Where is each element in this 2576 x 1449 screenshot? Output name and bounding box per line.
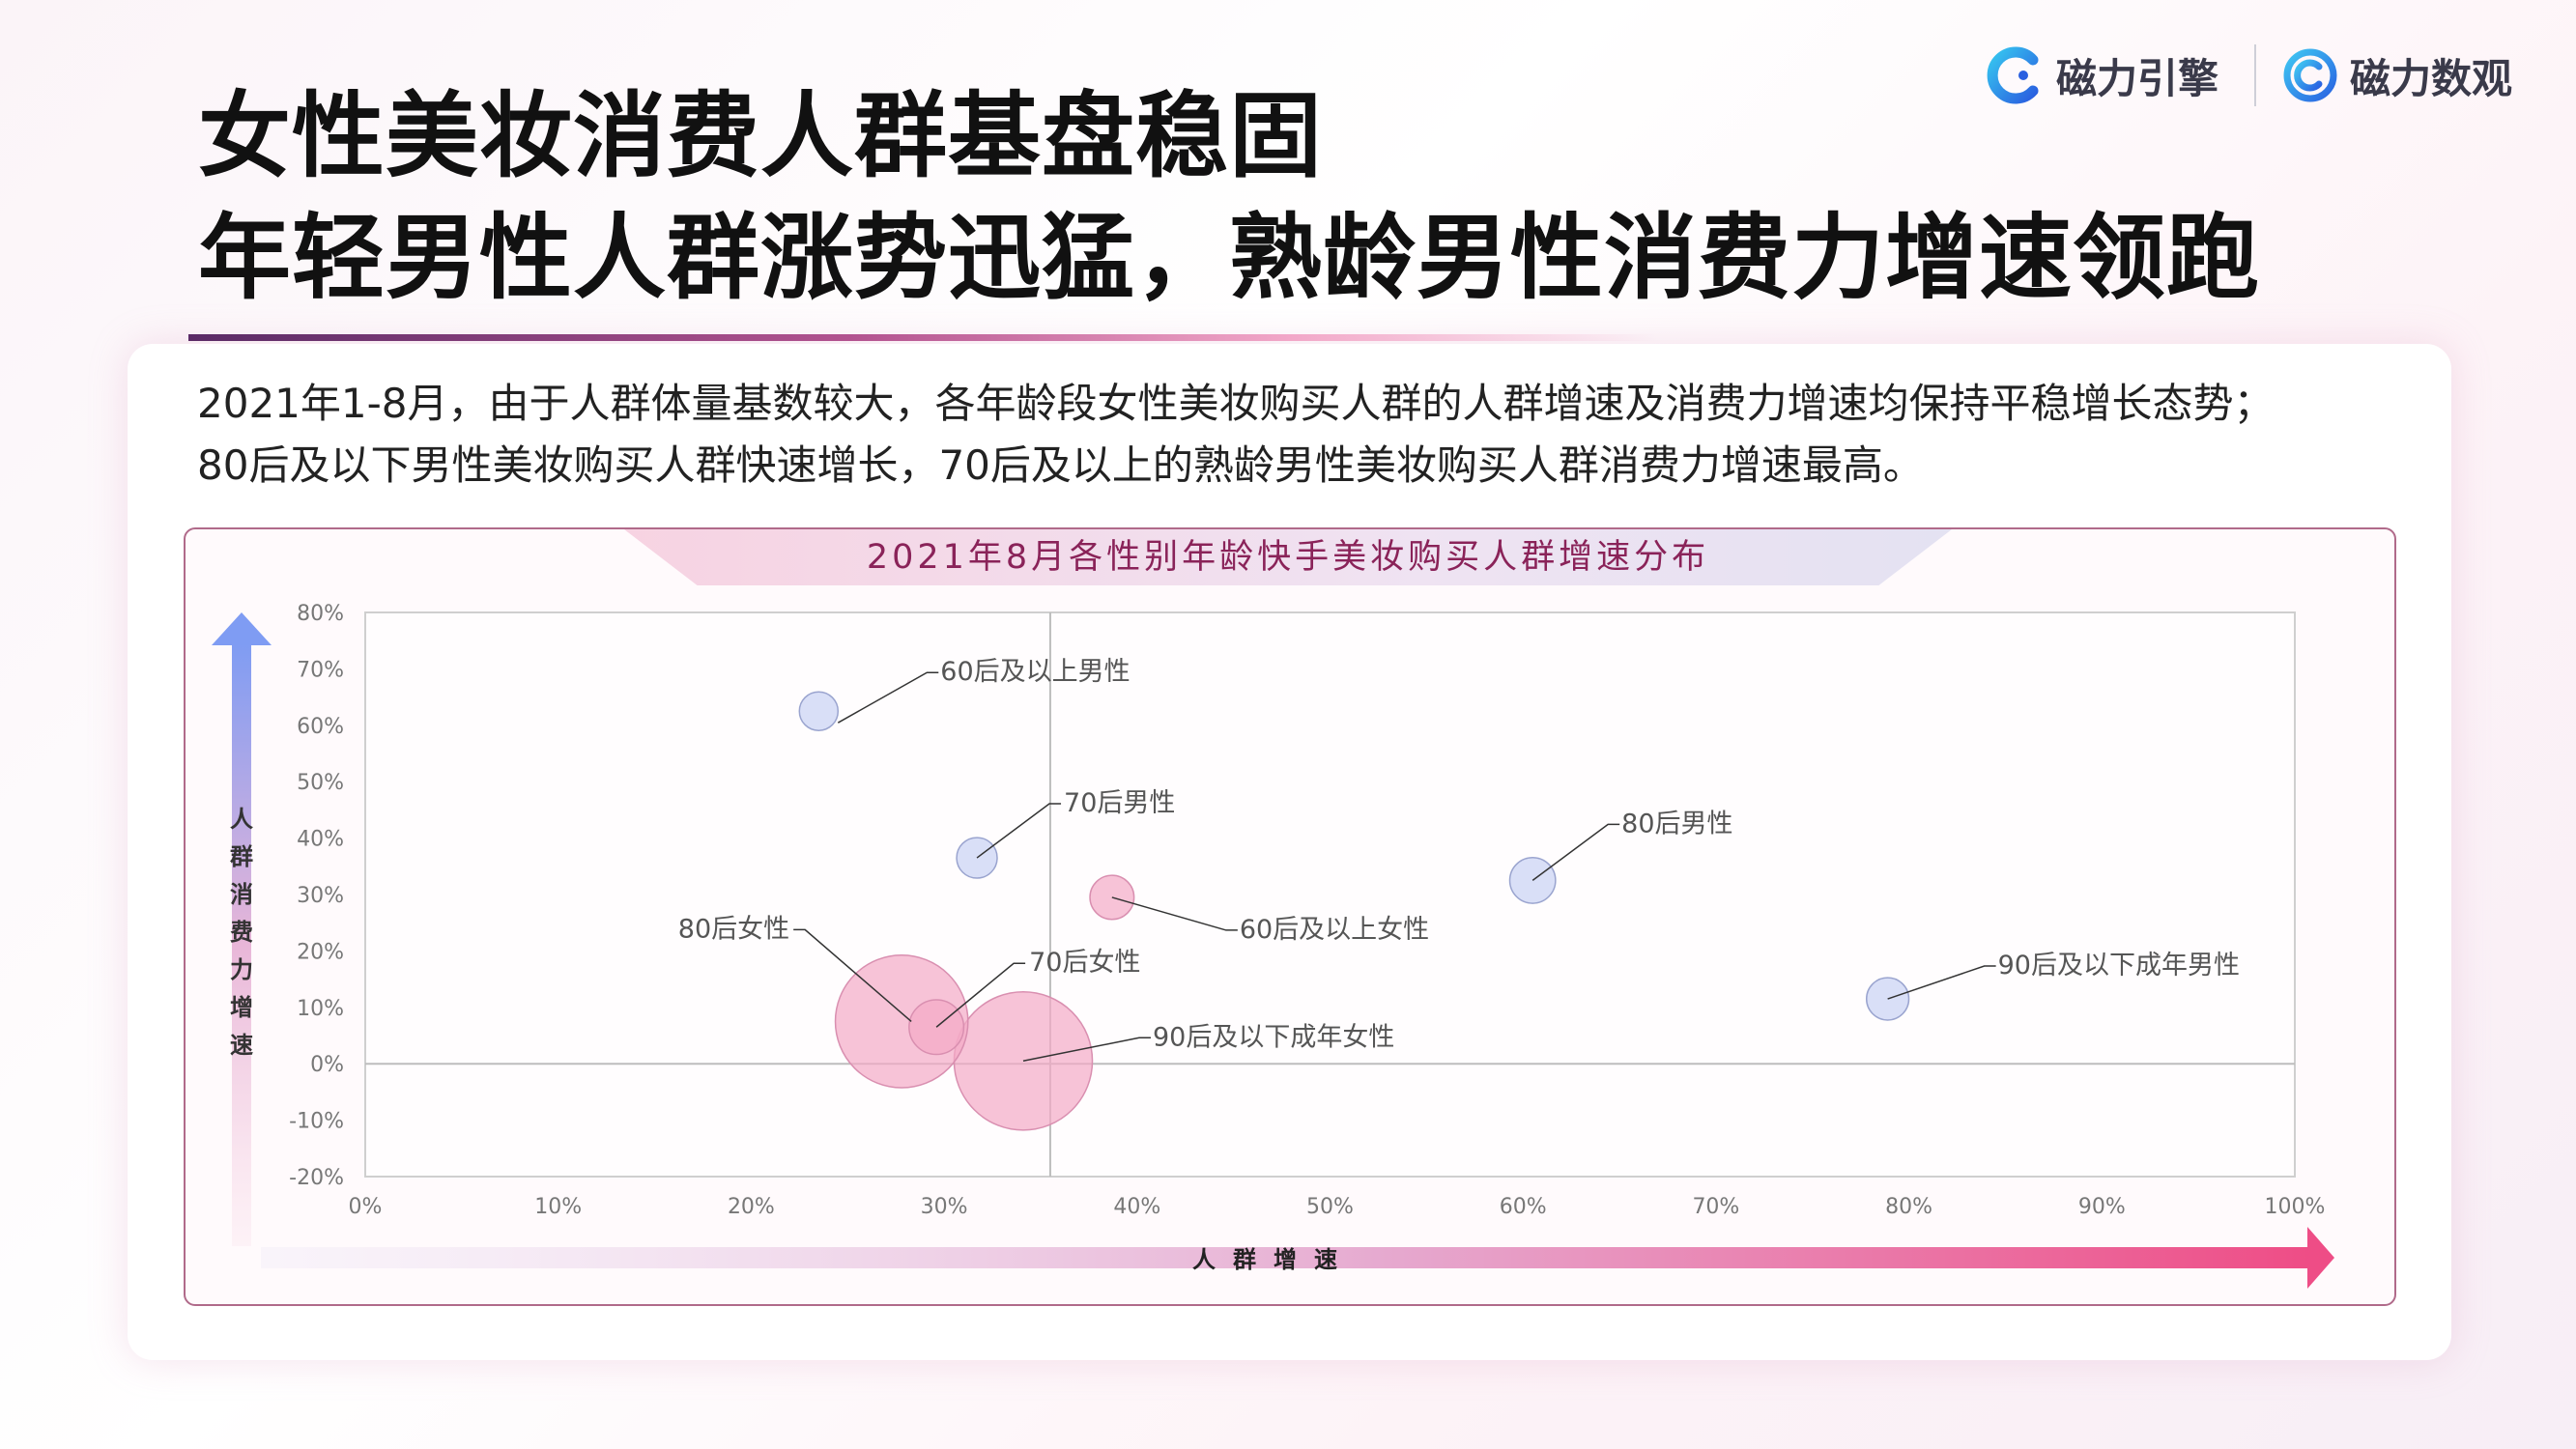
x-tick-label: 60% [1500, 1195, 1547, 1219]
cili-data-logo-icon [2283, 48, 2337, 102]
title-line-2: 年轻男性人群涨势迅猛，熟龄男性消费力增速领跑 [198, 204, 2260, 312]
x-axis-arrow-head [2307, 1227, 2334, 1289]
bubble-label: 90后及以下成年女性 [1153, 1022, 1394, 1052]
chart-title-banner [624, 529, 1952, 585]
bubble [956, 837, 998, 879]
x-tick-label: 10% [534, 1195, 582, 1219]
page-title: 女性美妆消费人群基盘稳固 年轻男性人群涨势迅猛，熟龄男性消费力增速领跑 [198, 75, 2260, 319]
leader-line [1022, 1037, 1151, 1063]
plot-area [364, 611, 2296, 1178]
y-axis-label-char: 消 [230, 881, 253, 908]
y-axis-arrow-shaft [232, 643, 251, 1246]
x-tick-label: 70% [1692, 1195, 1739, 1219]
y-axis-label-char: 群 [230, 843, 253, 870]
x-axis-arrow-shaft [261, 1247, 2309, 1268]
bubble-label: 60后及以上男性 [940, 657, 1130, 687]
y-tick-label: -20% [289, 1166, 344, 1190]
y-tick-label: 20% [297, 940, 344, 964]
x-tick-label: 40% [1113, 1195, 1160, 1219]
x-tick-label: 80% [1885, 1195, 1932, 1219]
y-axis-label-char: 费 [230, 919, 253, 946]
y-tick-label: 50% [297, 771, 344, 795]
logo-cili-engine-text: 磁力引擎 [2056, 54, 2219, 102]
x-tick-label: 0% [349, 1195, 383, 1219]
leader-line [1111, 896, 1238, 931]
y-tick-label: 60% [297, 715, 344, 739]
y-axis-label-char: 增 [230, 994, 253, 1021]
leader-line [935, 962, 1026, 1028]
leader-line [1531, 823, 1620, 882]
leader-line [1887, 965, 1996, 1000]
logo-cili-data: 磁力数观 [2280, 37, 2512, 114]
x-tick-label: 20% [728, 1195, 775, 1219]
leader-line [793, 928, 912, 1022]
x-tick-label: 30% [921, 1195, 968, 1219]
logo-cili-engine: 磁力引擎 [1981, 37, 2218, 114]
y-tick-label: 40% [297, 828, 344, 852]
logo-divider [2254, 44, 2256, 106]
y-tick-label: 70% [297, 658, 344, 682]
x-tick-label: 100% [2265, 1195, 2326, 1219]
leader-line [976, 803, 1062, 859]
brand-logos: 磁力引擎 磁力数观 [1981, 37, 2522, 114]
y-tick-label: 80% [297, 602, 344, 626]
y-axis-label-char: 力 [230, 956, 253, 983]
bubble-label: 70后女性 [1029, 948, 1140, 978]
title-underline [188, 334, 1657, 341]
x-tick-label: 90% [2078, 1195, 2126, 1219]
description: 2021年1-8月，由于人群体量基数较大，各年龄段女性美妆购买人群的人群增速及消… [197, 373, 2448, 497]
y-tick-label: 30% [297, 884, 344, 908]
bubble [798, 691, 840, 731]
description-line-2: 80后及以下男性美妆购买人群快速增长，70后及以上的熟龄男性美妆购买人群消费力增… [197, 441, 1924, 489]
chart-title: 2021年8月各性别年龄快手美妆购买人群增速分布 [866, 538, 1710, 577]
x-axis-label: 人群增速 [1192, 1246, 1355, 1273]
y-tick-label: 10% [297, 997, 344, 1021]
logo-cili-data-text: 磁力数观 [2350, 54, 2513, 102]
y-axis-label-char: 速 [230, 1032, 253, 1059]
bubble-label: 80后女性 [678, 914, 789, 944]
bubble-label: 60后及以上女性 [1240, 915, 1429, 945]
y-axis-arrow-head [212, 612, 272, 645]
description-line-1: 2021年1-8月，由于人群体量基数较大，各年龄段女性美妆购买人群的人群增速及消… [197, 380, 2275, 427]
bubble-label: 90后及以下成年男性 [1998, 951, 2240, 980]
leader-line [837, 671, 939, 724]
y-tick-label: -10% [289, 1110, 344, 1134]
title-line-1: 女性美妆消费人群基盘稳固 [198, 82, 1323, 190]
y-tick-label: 0% [310, 1053, 344, 1077]
bubble-label: 80后男性 [1621, 809, 1732, 838]
x-tick-label: 50% [1306, 1195, 1354, 1219]
cili-engine-logo-icon [1987, 46, 2039, 104]
bubble-label: 70后男性 [1064, 788, 1175, 818]
y-axis-label-char: 人 [230, 806, 253, 833]
